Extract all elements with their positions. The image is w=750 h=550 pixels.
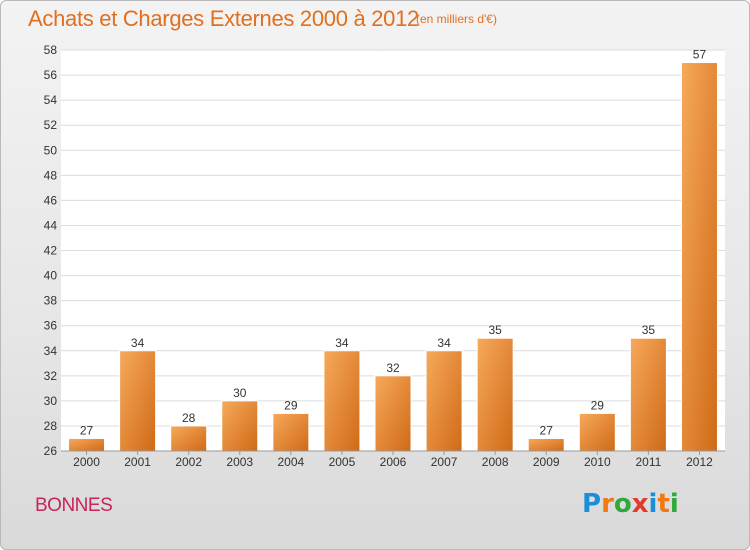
- y-tick-label: 56: [44, 68, 58, 82]
- logo-letter: r: [601, 489, 614, 519]
- y-tick-label: 26: [44, 444, 58, 458]
- x-tick-label-2000: 2000: [73, 455, 100, 469]
- logo-letter: o: [613, 489, 632, 519]
- bar-2005: [323, 350, 361, 452]
- logo-letter: i: [669, 489, 679, 519]
- y-tick-label: 54: [44, 93, 58, 107]
- bar-2001: [119, 350, 157, 452]
- x-tick-label-2002: 2002: [175, 455, 202, 469]
- logo-letter: x: [631, 489, 649, 519]
- bar-2003: [221, 400, 259, 452]
- y-tick-label: 48: [44, 168, 58, 182]
- x-tick-label-2006: 2006: [380, 455, 407, 469]
- x-tick-label-2008: 2008: [482, 455, 509, 469]
- y-axis-ticks: 26 28 30 32 34 36 38 40 42 44 46 48 50 52 54 56 58: [44, 43, 58, 458]
- y-tick-label: 50: [44, 143, 58, 157]
- bars: [68, 62, 718, 452]
- x-tick-label-2010: 2010: [584, 455, 611, 469]
- y-tick-label: 40: [44, 269, 58, 283]
- y-tick-label: 52: [44, 118, 58, 132]
- data-label-2004: 29: [284, 398, 298, 412]
- data-label-2002: 28: [182, 411, 196, 425]
- bar-2011: [629, 337, 667, 452]
- data-labels: 27 34 28 30 29 34 32 34 35 27 29 35 57: [80, 48, 707, 438]
- x-tick-label-2012: 2012: [686, 455, 713, 469]
- bar-2008: [476, 337, 514, 452]
- x-tick-label-2004: 2004: [277, 455, 304, 469]
- chart-title: Achats et Charges Externes 2000 à 2012: [28, 6, 419, 31]
- data-label-2011: 35: [642, 323, 656, 337]
- data-label-2012: 57: [693, 48, 707, 62]
- y-tick-label: 46: [44, 193, 58, 207]
- y-tick-label: 44: [44, 218, 58, 232]
- y-tick-label: 32: [44, 369, 58, 383]
- bar-2012: [680, 62, 718, 452]
- bar-2004: [272, 412, 310, 452]
- bar-2002: [170, 425, 208, 452]
- data-label-2006: 32: [386, 361, 400, 375]
- x-tick-label-2003: 2003: [226, 455, 253, 469]
- data-label-2008: 35: [488, 323, 502, 337]
- bar-2000: [68, 437, 106, 452]
- commune-name: BONNES: [35, 495, 113, 516]
- x-tick-label-2005: 2005: [329, 455, 356, 469]
- logo-letter: P: [582, 489, 602, 519]
- x-tick-label-2001: 2001: [124, 455, 151, 469]
- data-label-2000: 27: [80, 423, 94, 437]
- bar-2009: [527, 437, 565, 452]
- y-tick-label: 30: [44, 394, 58, 408]
- y-tick-label: 28: [44, 419, 58, 433]
- data-label-2003: 30: [233, 386, 247, 400]
- logo-letter: i: [648, 489, 658, 519]
- bar-2007: [425, 350, 463, 452]
- data-label-2001: 34: [131, 336, 145, 350]
- y-tick-label: 36: [44, 319, 58, 333]
- x-tick-label-2009: 2009: [533, 455, 560, 469]
- chart-subtitle: (en milliers d'€): [416, 12, 497, 26]
- x-tick-label-2011: 2011: [635, 455, 661, 469]
- x-tick-label-2007: 2007: [431, 455, 458, 469]
- y-tick-label: 42: [44, 244, 58, 258]
- data-label-2005: 34: [335, 336, 349, 350]
- data-label-2007: 34: [437, 336, 451, 350]
- y-tick-label: 58: [44, 43, 58, 57]
- bar-2006: [374, 375, 412, 452]
- data-label-2010: 29: [591, 398, 605, 412]
- y-tick-label: 38: [44, 294, 58, 308]
- data-label-2009: 27: [540, 423, 554, 437]
- x-axis-ticks: 2000 2001 2002 2003 2004 2005 2006 2007 2008 2009…: [73, 451, 713, 469]
- logo-letter: t: [657, 489, 670, 519]
- bar-2010: [578, 412, 616, 452]
- proxiti-logo: Proxiti: [582, 489, 679, 519]
- y-tick-label: 34: [44, 344, 58, 358]
